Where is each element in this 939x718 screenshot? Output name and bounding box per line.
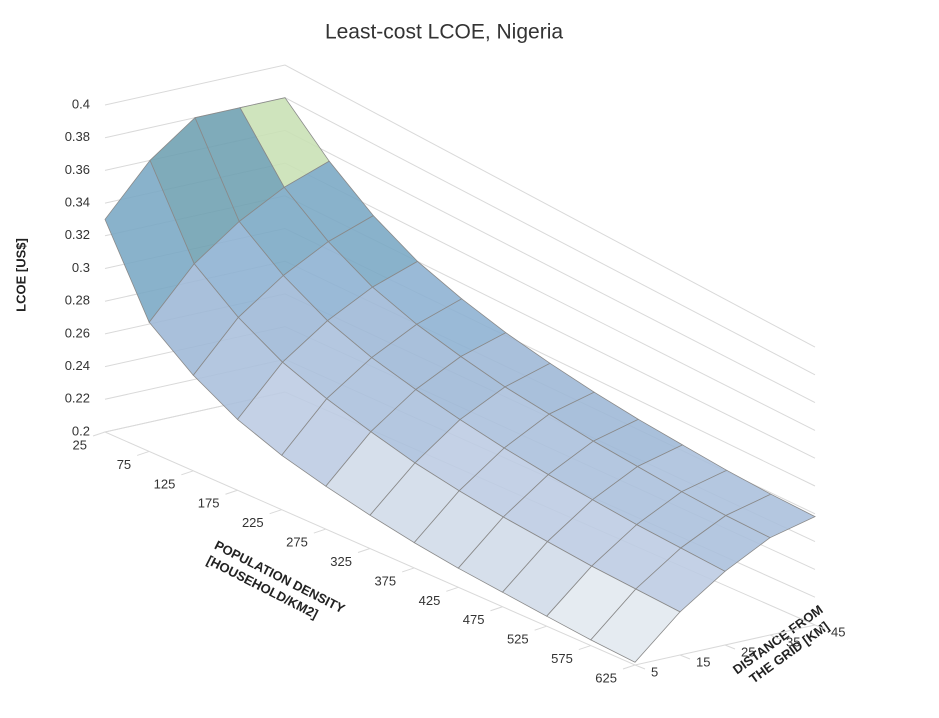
y-tick xyxy=(679,654,691,660)
z-tick-label: 0.2 xyxy=(72,423,90,438)
x-tick xyxy=(622,664,636,670)
x-tick xyxy=(181,470,194,476)
x-tick xyxy=(446,586,459,592)
y-tick-label: 15 xyxy=(696,654,710,669)
z-tick-label: 0.36 xyxy=(65,162,90,177)
x-tick xyxy=(402,567,415,573)
z-tick-label: 0.26 xyxy=(65,325,90,340)
z-tick-label: 0.38 xyxy=(65,129,90,144)
x-tick-label: 25 xyxy=(73,437,87,452)
y-tick-label: 35 xyxy=(786,634,800,649)
z-tick-label: 0.34 xyxy=(65,195,90,210)
x-tick-label: 575 xyxy=(551,651,573,666)
z-tick-label: 0.22 xyxy=(65,391,90,406)
x-tick xyxy=(357,548,371,553)
x-tick-label: 375 xyxy=(374,573,396,588)
y-tick xyxy=(724,644,736,650)
chart-title: Least-cost LCOE, Nigeria xyxy=(325,21,563,44)
x-tick-label: 425 xyxy=(419,593,441,608)
z-tick-label: 0.28 xyxy=(65,293,90,308)
x-tick-label: 175 xyxy=(198,496,220,511)
z-tick-label: 0.3 xyxy=(72,260,90,275)
surface xyxy=(104,97,816,663)
x-tick-label: 325 xyxy=(330,554,352,569)
y-tick xyxy=(769,634,781,640)
y-tick-label: 5 xyxy=(651,664,658,679)
x-tick xyxy=(490,606,503,612)
x-tick xyxy=(578,645,591,651)
y-tick-label: 25 xyxy=(741,644,755,659)
x-axis-title: POPULATION DENSITY [HOUSEHOLD/KM2] xyxy=(204,537,347,621)
y-tick xyxy=(814,624,826,630)
x-tick-label: 125 xyxy=(154,476,176,491)
grid-line xyxy=(104,64,816,348)
y-tick-label: 45 xyxy=(831,624,845,639)
x-tick xyxy=(313,528,326,534)
x-tick xyxy=(92,431,106,437)
z-axis-title: LCOE [US$] xyxy=(13,238,28,312)
z-tick-label: 0.4 xyxy=(72,96,90,111)
x-tick-label: 525 xyxy=(507,632,529,647)
x-tick xyxy=(225,489,238,495)
x-tick-label: 625 xyxy=(595,670,617,685)
x-tick-label: 475 xyxy=(463,612,485,627)
x-tick xyxy=(137,450,150,456)
x-tick xyxy=(534,625,547,631)
z-tick-label: 0.32 xyxy=(65,227,90,242)
x-tick xyxy=(269,509,282,515)
x-tick-label: 275 xyxy=(286,535,308,550)
x-tick-label: 75 xyxy=(117,457,131,472)
x-tick-label: 225 xyxy=(242,515,264,530)
y-tick xyxy=(634,664,646,670)
z-tick-label: 0.24 xyxy=(65,358,90,373)
surface-cell xyxy=(590,588,681,663)
